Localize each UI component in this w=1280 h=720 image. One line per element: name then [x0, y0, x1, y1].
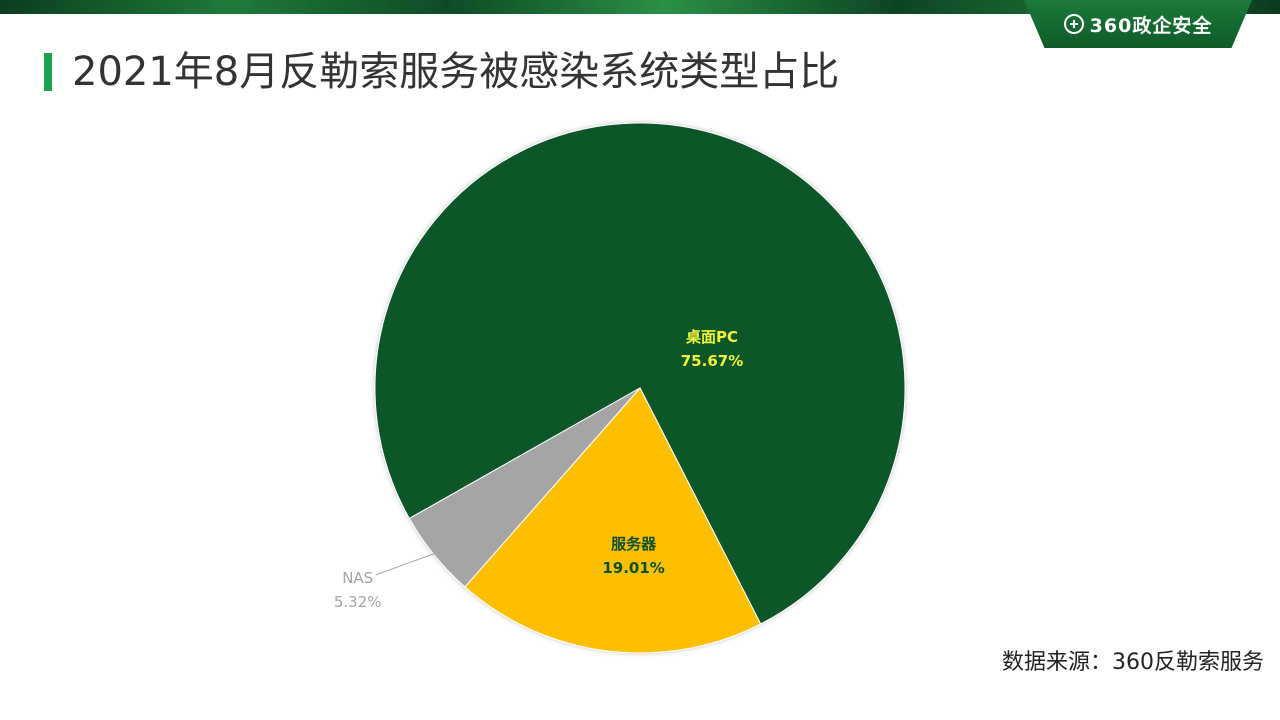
- label-server-name: 服务器: [611, 535, 657, 553]
- label-desktop-pc-name: 桌面PC: [685, 328, 738, 346]
- label-server-value: 19.01%: [602, 559, 664, 577]
- label-desktop-pc-value: 75.67%: [681, 352, 743, 370]
- plus-circle-logo-icon: [1063, 14, 1084, 34]
- slice-nas: [408, 387, 641, 588]
- brand-logo: 360政企安全: [1024, 0, 1252, 48]
- label-nas-name: NAS: [342, 569, 373, 587]
- nas-leader-line: [375, 552, 438, 576]
- title-accent-bar: [44, 53, 52, 91]
- label-nas-value: 5.32%: [334, 593, 382, 611]
- page-title: 2021年8月反勒索服务被感染系统类型占比: [72, 49, 840, 95]
- data-source-note: 数据来源：360反勒索服务: [1002, 650, 1264, 675]
- brand-name: 360政企安全: [1089, 14, 1213, 37]
- slice-desktop-pc: [374, 122, 906, 625]
- slice-server: [464, 387, 762, 654]
- top-banner: [0, 0, 1280, 14]
